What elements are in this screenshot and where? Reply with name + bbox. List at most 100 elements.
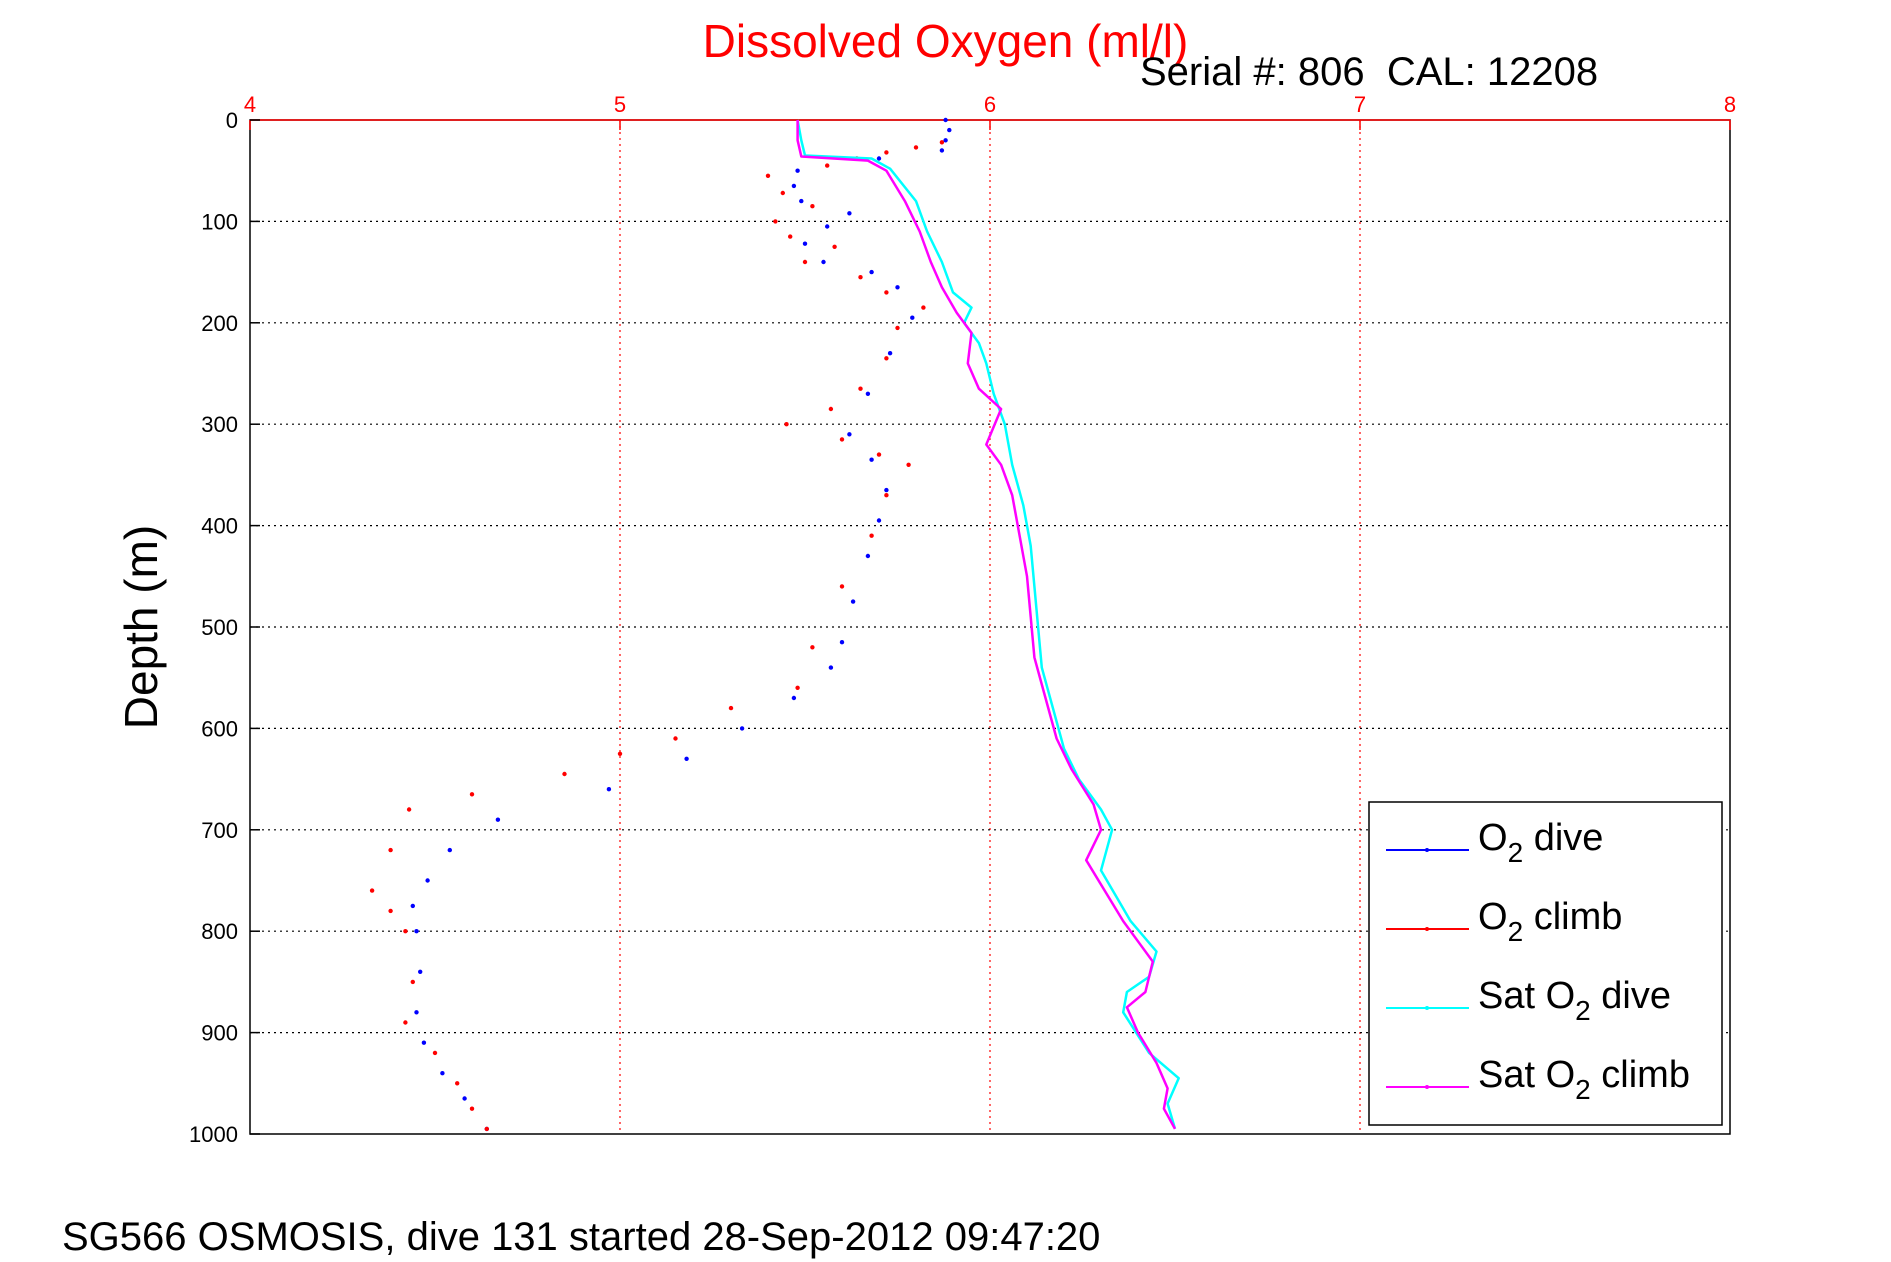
y-tick-label: 700 bbox=[201, 818, 238, 843]
y-tick-label: 600 bbox=[201, 716, 238, 741]
data-point bbox=[447, 847, 452, 853]
y-tick-label: 0 bbox=[226, 108, 238, 133]
chart-subtitle: Serial #: 806 CAL: 12208 bbox=[1140, 50, 1599, 94]
data-point bbox=[369, 888, 375, 893]
legend-label: Sat O2 dive bbox=[1478, 975, 1671, 1026]
data-point bbox=[403, 929, 408, 934]
data-point bbox=[850, 599, 856, 604]
data-point bbox=[828, 665, 834, 670]
data-point bbox=[795, 685, 800, 690]
data-point bbox=[418, 969, 423, 974]
data-point bbox=[469, 1106, 475, 1111]
legend-marker bbox=[1425, 927, 1429, 931]
data-point bbox=[795, 168, 800, 173]
data-point bbox=[410, 903, 415, 909]
data-point bbox=[802, 241, 808, 246]
x-tick-label: 6 bbox=[984, 92, 996, 117]
data-point bbox=[495, 817, 501, 822]
data-point bbox=[939, 140, 945, 145]
x-tick-label: 7 bbox=[1354, 92, 1366, 117]
legend-label: Sat O2 climb bbox=[1478, 1054, 1690, 1105]
data-point bbox=[858, 386, 863, 391]
data-point bbox=[821, 259, 826, 265]
data-point bbox=[810, 204, 815, 209]
legend-label: O2 climb bbox=[1478, 896, 1622, 947]
data-point bbox=[784, 422, 789, 427]
chart-title: Dissolved Oxygen (ml/l) bbox=[702, 15, 1189, 67]
data-point bbox=[403, 1020, 408, 1025]
data-point bbox=[414, 929, 419, 934]
y-tick-label: 800 bbox=[201, 919, 238, 944]
data-point bbox=[884, 290, 889, 295]
x-tick-label: 5 bbox=[614, 92, 626, 117]
data-point bbox=[839, 640, 845, 645]
series-line bbox=[796, 119, 1180, 1130]
data-point bbox=[839, 437, 845, 442]
y-tick-label: 900 bbox=[201, 1021, 238, 1046]
data-point bbox=[791, 183, 797, 189]
data-point bbox=[388, 847, 393, 853]
legend-marker bbox=[1425, 1085, 1429, 1089]
data-point bbox=[910, 315, 915, 320]
data-point bbox=[773, 219, 778, 224]
data-point bbox=[947, 127, 952, 133]
x-tick-label: 8 bbox=[1724, 92, 1736, 117]
legend-marker bbox=[1425, 1006, 1429, 1010]
y-axis-label: Depth (m) bbox=[115, 525, 167, 729]
data-point bbox=[906, 462, 911, 467]
legend-label: O2 dive bbox=[1478, 817, 1603, 868]
data-point bbox=[788, 234, 793, 239]
y-tick-label: 1000 bbox=[189, 1122, 238, 1147]
data-point bbox=[939, 148, 945, 153]
data-point bbox=[828, 406, 834, 412]
y-tick-label: 200 bbox=[201, 311, 238, 336]
data-point bbox=[943, 117, 948, 123]
data-point bbox=[799, 198, 804, 204]
data-point bbox=[421, 1040, 427, 1045]
data-point bbox=[884, 493, 889, 498]
data-point bbox=[876, 156, 882, 161]
data-point bbox=[484, 1126, 489, 1132]
data-point bbox=[895, 285, 900, 290]
data-point bbox=[802, 259, 808, 265]
data-point bbox=[562, 771, 567, 777]
data-point bbox=[406, 807, 412, 812]
data-point bbox=[673, 736, 678, 741]
data-point bbox=[462, 1096, 467, 1101]
data-point bbox=[432, 1050, 438, 1056]
data-point bbox=[425, 878, 430, 883]
data-point bbox=[913, 145, 919, 150]
data-point bbox=[414, 1010, 419, 1015]
data-point bbox=[869, 533, 874, 538]
data-point bbox=[606, 787, 612, 792]
data-point bbox=[884, 150, 889, 155]
data-point bbox=[617, 751, 623, 756]
y-tick-label: 300 bbox=[201, 412, 238, 437]
data-point bbox=[684, 756, 689, 761]
data-point bbox=[876, 518, 882, 523]
legend-marker bbox=[1425, 848, 1429, 852]
data-point bbox=[839, 584, 845, 589]
data-point bbox=[847, 211, 852, 216]
x-tick-label: 4 bbox=[244, 92, 256, 117]
data-point bbox=[884, 487, 889, 493]
data-point bbox=[876, 452, 882, 457]
data-point bbox=[847, 432, 852, 437]
data-point bbox=[887, 351, 893, 356]
data-point bbox=[869, 269, 874, 275]
data-point bbox=[728, 705, 734, 711]
legend-box bbox=[1368, 801, 1723, 1126]
data-point bbox=[410, 979, 415, 985]
data-point bbox=[469, 792, 475, 797]
data-point bbox=[388, 908, 393, 914]
y-tick-label: 100 bbox=[201, 209, 238, 234]
data-point bbox=[895, 325, 900, 331]
data-point bbox=[765, 173, 771, 178]
chart-footer: SG566 OSMOSIS, dive 131 started 28-Sep-2… bbox=[62, 1215, 1101, 1259]
series-line bbox=[796, 120, 1177, 1130]
data-point bbox=[780, 190, 785, 196]
data-point bbox=[810, 645, 815, 650]
data-point bbox=[440, 1071, 445, 1076]
